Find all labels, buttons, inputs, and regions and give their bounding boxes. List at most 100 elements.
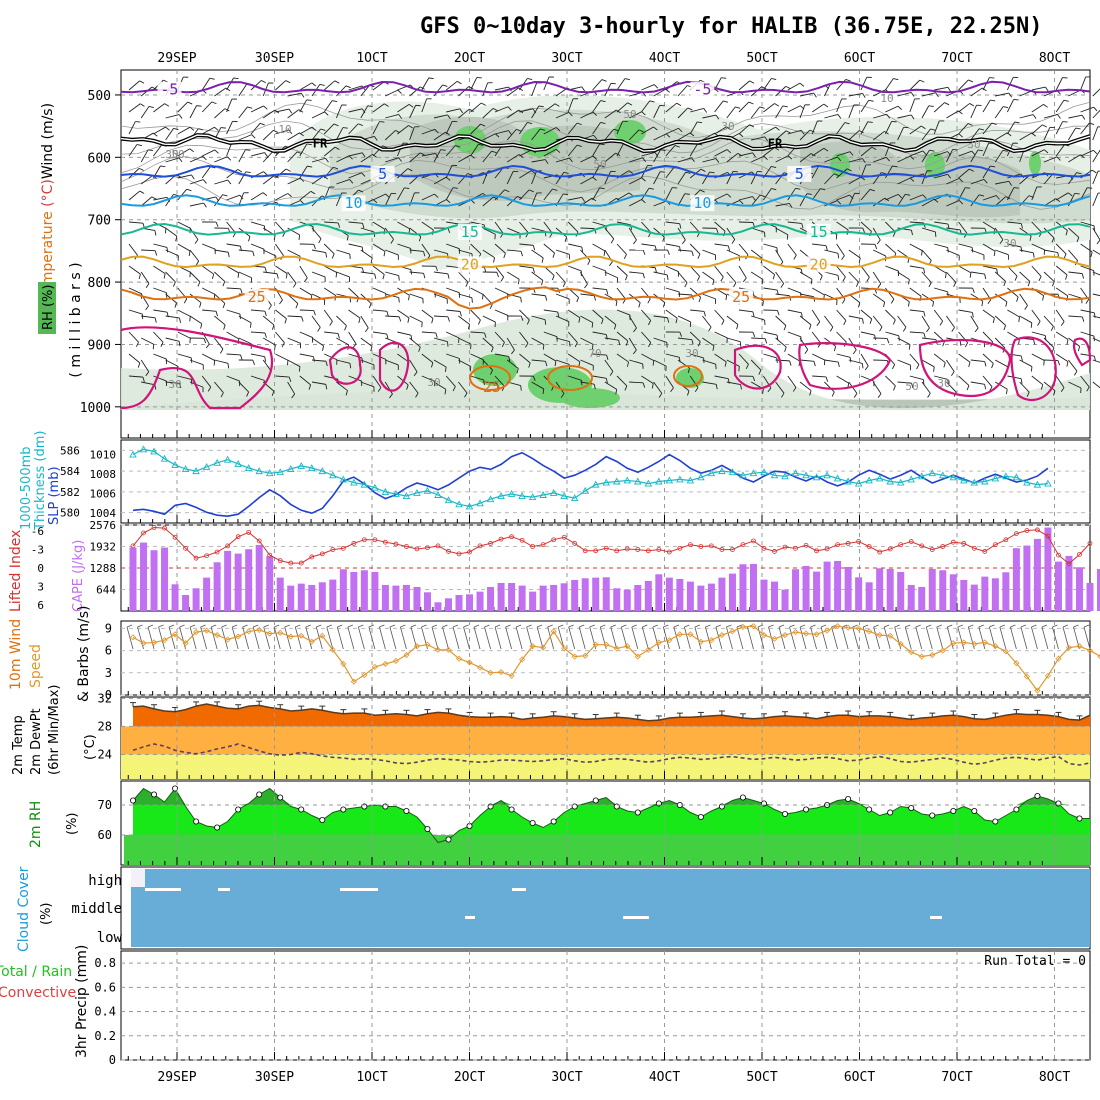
thickness-marker [896,478,905,486]
wind10m-barb [599,626,607,650]
wind-barb-flag [591,197,597,202]
wind-barb-flag [909,155,915,160]
pressure-tick-label: 700 [88,214,111,229]
wind-barb [153,287,167,294]
wind10m-barb-flag [442,624,448,628]
li-marker [330,547,336,552]
wind-barb [702,114,717,119]
wind-barb [262,337,276,346]
isotherm-label: 25 [732,288,750,306]
wind10m-barb [631,626,639,650]
wind-barb [824,156,838,163]
thickness-marker [676,475,684,483]
wind-barb-flag [1076,237,1080,243]
wind-barb [336,381,348,391]
wind-barb-flag [922,194,927,199]
wind-barb [860,146,873,157]
wind-barb-flag [911,383,914,389]
wind-barb-flag [445,176,451,181]
cape-bar [455,594,463,611]
wind-barb [702,381,717,385]
wind10m-marker [193,629,200,636]
li-marker [898,542,904,548]
wind-barb [250,331,265,334]
wind-barb-flag [264,152,268,157]
wind-barb [885,165,893,179]
wind-barb-flag [477,319,481,325]
wind-barb-flag [910,92,915,97]
wind-barb [738,196,753,201]
thickness-marker [371,483,379,491]
wind-barb [714,265,724,278]
cape-bar [686,581,694,611]
thickness-tick-label: 586 [60,444,80,457]
wind-barb-flag [991,363,994,369]
wind-barb [945,149,954,163]
wind-barb [665,187,673,201]
isotherm-label: 20 [810,255,828,273]
wind-barb [714,309,725,321]
wind-barb [934,86,949,91]
li-marker [1045,533,1051,539]
wind-barb [616,102,628,113]
wind-barb-flag [618,340,621,346]
wind-barb-flag [189,316,191,322]
wind-barb [372,221,386,230]
wind-barb [994,359,1008,368]
wind-barb-flag [1090,251,1093,257]
wind-barb [787,82,801,91]
wind-barb-flag [799,82,805,87]
wind-barb [738,80,750,91]
wind10m-barb [883,626,891,650]
wind-barb [994,106,1004,119]
wind-barb-flag [813,92,817,98]
wind-barb [189,249,200,262]
wind-barb [641,84,655,91]
wind-barb-flag [675,318,678,324]
thickness-marker [507,490,516,497]
wind-barb [409,315,423,323]
wind-barb [421,309,434,319]
wind-barb [214,271,226,282]
wind-barb-flag [1081,316,1085,322]
cloud-fill [131,869,1090,947]
chart-title: GFS 0~10day 3-hourly for HALIB (36.75E, … [420,14,1043,39]
li-marker [572,541,578,546]
wind-barb-flag [322,345,325,351]
wind-barb [604,152,616,163]
wind-barb [372,103,385,113]
wind-barb [1043,156,1058,163]
wind-barb-flag [876,239,881,245]
wind-barb-flag [527,78,533,81]
wind-barb-flag [139,190,145,194]
wind-barb-flag [877,283,882,289]
wind-barb-flag [1033,339,1036,345]
wind10m-marker [129,634,137,641]
wind10m-marker [739,623,747,630]
wind10m-barb [957,626,965,650]
wind-barb-flag [576,297,579,303]
wind-barb [994,337,1006,349]
wind-barb-flag [726,193,732,198]
wind-barb [238,271,252,279]
wind-barb-flag [825,376,829,382]
wind-barb-flag [1063,253,1067,259]
wind10m-barb [505,626,512,650]
wind-barb [958,150,972,157]
wind10m-barb [442,626,449,650]
wind-barb [397,103,410,113]
wind-barb [445,165,453,179]
wind-barb-flag [1008,181,1012,186]
wind-barb-flag [813,361,816,367]
cape-bar [476,591,484,611]
rh2m-unit-text: (%) [65,813,80,836]
rh-marker [508,806,515,813]
wind-barb-flag [624,385,628,391]
wind-barb [812,375,827,378]
wind-barb [226,375,240,382]
wind-barb-flag [456,80,462,85]
wind-barb [226,98,233,113]
wind-barb [470,144,479,157]
wind-barb [909,287,922,297]
